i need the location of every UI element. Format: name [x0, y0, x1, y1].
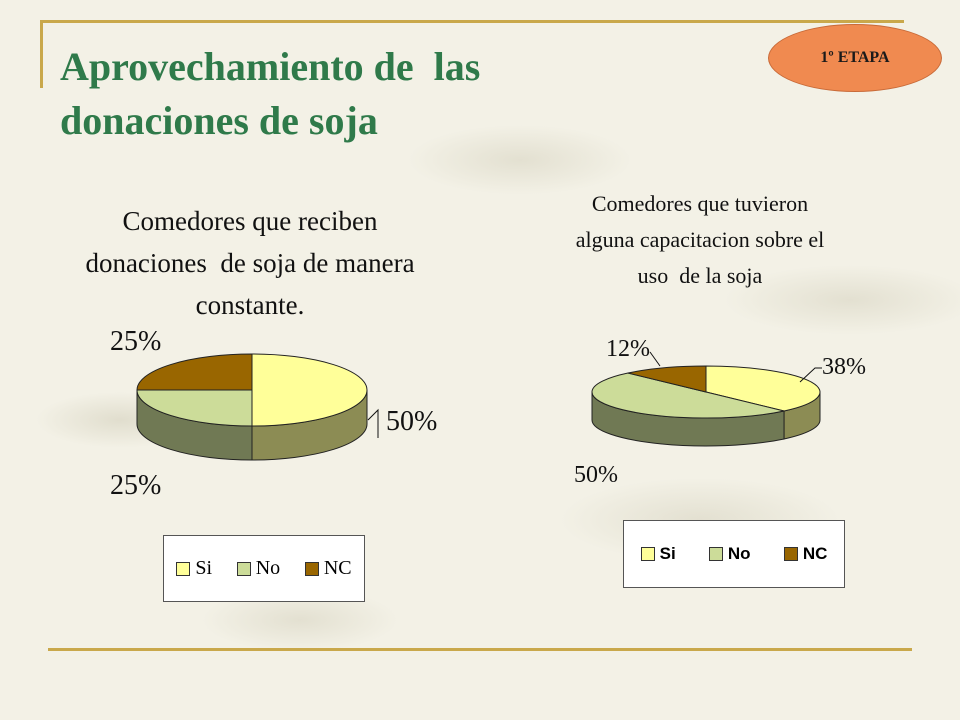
chart2-slice-nc	[627, 365, 707, 393]
legend2-label-no: No	[727, 544, 751, 563]
chart1-title: Comedores que reciben donaciones de soja…	[85, 206, 415, 320]
legend1-label-nc: NC	[323, 557, 352, 579]
chart2-slice-no	[591, 372, 785, 419]
legend1-item-nc: NC	[304, 557, 352, 580]
legend2-swatch-nc	[783, 547, 798, 561]
legend1-label-si: Si	[195, 557, 213, 579]
chart1-value-nc: 25%	[110, 326, 161, 357]
title-line2: donaciones de soja	[60, 98, 378, 143]
left-rule	[40, 20, 43, 88]
chart1-slice-nc	[136, 353, 253, 391]
chart2-slice-si	[705, 365, 821, 412]
stage-badge: 1º ETAPA	[768, 24, 942, 92]
chart2-leader-nc	[649, 351, 661, 367]
legend2-label-nc: NC	[802, 544, 828, 563]
chart2-leader-si	[799, 367, 822, 383]
legend1-swatch-nc	[304, 561, 319, 576]
legend2-item-si: Si	[640, 544, 676, 564]
top-rule	[40, 20, 904, 23]
legend1-swatch-si	[176, 561, 191, 576]
legend1-label-no: No	[255, 557, 281, 579]
chart1-value-si: 50%	[386, 406, 437, 437]
chart1-slice-no	[136, 389, 253, 427]
chart1-slice-si	[251, 353, 368, 427]
chart2-legend: Si No NC	[623, 520, 845, 588]
slide-title: Aprovechamiento de las donaciones de soj…	[60, 40, 660, 148]
legend1-item-si: Si	[176, 557, 212, 580]
legend2-item-no: No	[708, 544, 751, 564]
chart2-title: Comedores que tuvieron alguna capacitaci…	[575, 191, 825, 288]
legend2-item-nc: NC	[783, 544, 828, 564]
legend2-swatch-si	[640, 547, 655, 561]
chart1-leader-si	[367, 408, 379, 438]
bottom-rule	[48, 648, 912, 651]
chart1-value-no: 25%	[110, 470, 161, 501]
chart1-legend: Si No NC	[163, 535, 365, 602]
stage-badge-label: 1º ETAPA	[820, 49, 890, 66]
legend1-item-no: No	[236, 557, 281, 580]
legend2-label-si: Si	[659, 544, 676, 563]
legend2-swatch-no	[708, 547, 723, 561]
chart2-value-no: 50%	[574, 462, 618, 488]
chart2-value-nc: 12%	[606, 336, 650, 362]
title-line1: Aprovechamiento de las	[60, 44, 481, 89]
chart2-value-si: 38%	[822, 354, 866, 380]
legend1-swatch-no	[236, 561, 251, 576]
